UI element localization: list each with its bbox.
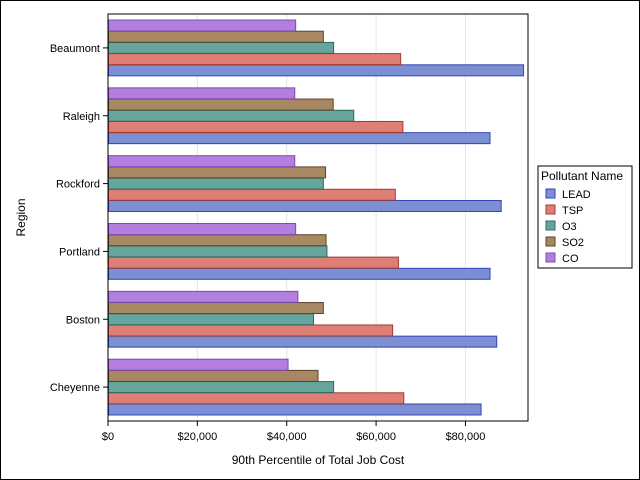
bar-o3-boston (108, 313, 315, 326)
x-tick-label: $60,000 (356, 431, 396, 443)
legend-box (537, 165, 633, 269)
y-axis-title: Region (14, 198, 28, 236)
bar-lead-raleigh (108, 132, 491, 145)
bar-o3-beaumont (108, 41, 335, 54)
legend-swatch-so2 (545, 236, 556, 247)
plot-area (107, 13, 529, 422)
y-tick-label: Portland (59, 246, 100, 258)
bar-tsp-cheyenne (108, 392, 405, 405)
bar-o3-portland (108, 245, 328, 258)
legend: Pollutant Name LEAD TSP O3 SO2 CO (537, 165, 633, 269)
bar-tsp-portland (108, 256, 399, 269)
y-axis: Beaumont Raleigh Rockford Portland Boston Che… (50, 43, 108, 394)
bar-co-boston (108, 290, 299, 303)
legend-swatch-co (545, 252, 556, 263)
legend-swatch-lead (545, 188, 556, 199)
legend-swatch-o3 (545, 220, 556, 231)
y-tick-label: Boston (66, 314, 100, 326)
x-tick-label: $80,000 (446, 431, 486, 443)
bar-so2-boston (108, 302, 324, 315)
legend-label-o3: O3 (562, 221, 577, 233)
bar-lead-rockford (108, 199, 502, 212)
legend-label-so2: SO2 (562, 237, 584, 249)
bar-so2-portland (108, 234, 327, 247)
bar-o3-rockford (108, 177, 324, 190)
bar-tsp-beaumont (108, 53, 402, 66)
bar-o3-raleigh (108, 109, 355, 122)
bar-co-portland (108, 223, 297, 236)
x-tick-label: $20,000 (177, 431, 217, 443)
bar-tsp-boston (108, 324, 394, 337)
legend-swatch-tsp (545, 204, 556, 215)
bar-so2-beaumont (108, 30, 324, 43)
legend-label-lead: LEAD (562, 189, 591, 201)
legend-label-tsp: TSP (562, 205, 583, 217)
y-tick-label: Cheyenne (50, 382, 100, 394)
y-tick-label: Beaumont (50, 43, 100, 55)
bar-lead-portland (108, 267, 491, 280)
bar-so2-cheyenne (108, 369, 319, 382)
bar-so2-raleigh (108, 98, 334, 111)
bar-co-rockford (108, 155, 296, 168)
bar-lead-cheyenne (108, 403, 482, 416)
bar-o3-cheyenne (108, 381, 335, 394)
bar-tsp-rockford (108, 188, 396, 201)
bar-co-cheyenne (108, 358, 289, 371)
bar-so2-rockford (108, 166, 327, 179)
legend-title: Pollutant Name (541, 169, 623, 183)
x-tick-label: $40,000 (267, 431, 307, 443)
y-tick-label: Raleigh (63, 111, 100, 123)
bar-co-beaumont (108, 19, 297, 32)
bar-tsp-raleigh (108, 120, 404, 133)
x-tick-label: $0 (102, 431, 114, 443)
bar-lead-boston (108, 335, 498, 348)
grid-lines (196, 14, 466, 421)
bar-lead-beaumont (108, 64, 525, 77)
y-tick-label: Rockford (56, 179, 100, 191)
bars (108, 19, 525, 416)
x-axis-title: 90th Percentile of Total Job Cost (232, 453, 405, 467)
bar-co-raleigh (108, 87, 296, 100)
x-axis: $0 $20,000 $40,000 $60,000 $80,000 (102, 421, 485, 443)
legend-label-co: CO (562, 253, 579, 265)
